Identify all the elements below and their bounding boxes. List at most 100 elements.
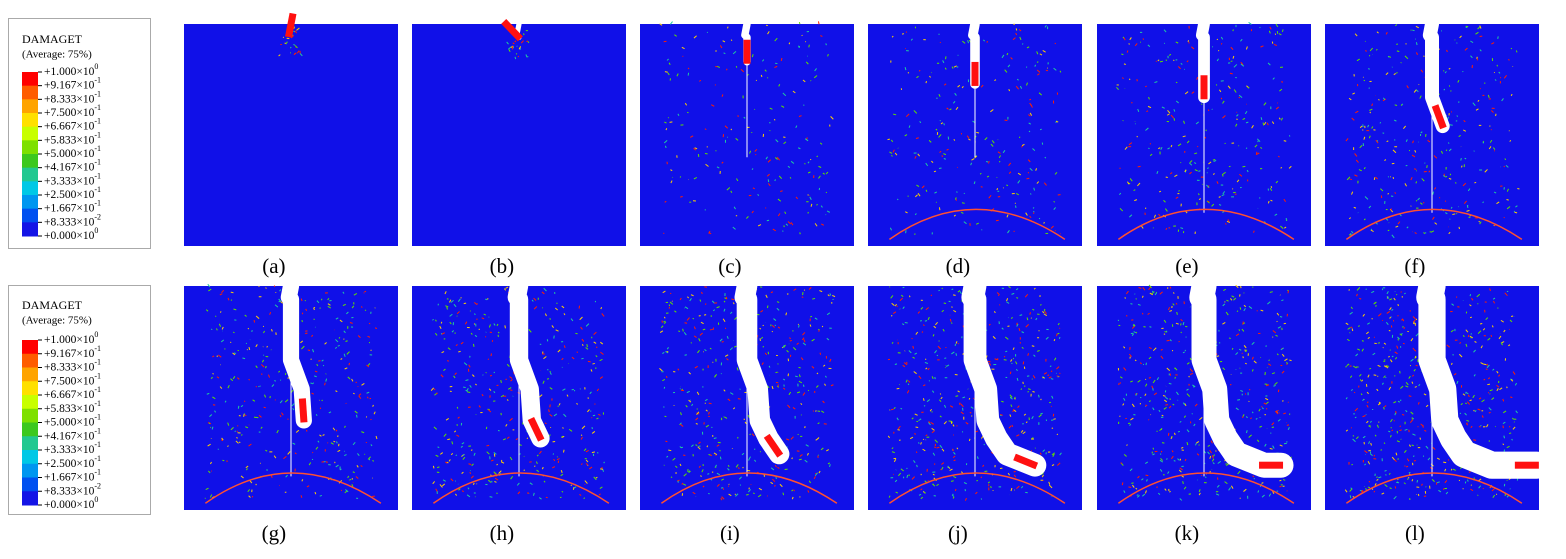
legend-label: +4.167×10-1 [44, 157, 101, 173]
damage-speck [293, 26, 295, 29]
damage-speck [774, 179, 776, 182]
damage-speck [1377, 364, 1381, 368]
damage-speck [662, 290, 666, 294]
damage-speck [1194, 403, 1198, 407]
arch-crack [1117, 472, 1295, 504]
damage-speck [1238, 348, 1242, 351]
damage-speck [1036, 61, 1039, 63]
damage-speck [1374, 434, 1377, 437]
damage-speck [1367, 460, 1371, 465]
damage-speck [1421, 483, 1423, 486]
damage-speck [1142, 286, 1146, 291]
damage-speck [924, 361, 929, 364]
damage-speck [1371, 103, 1373, 107]
damage-speck [546, 378, 550, 380]
damage-speck [432, 318, 434, 321]
damage-speck [509, 376, 513, 379]
damage-speck [554, 307, 558, 311]
damage-speck [475, 383, 477, 386]
damage-speck [664, 121, 667, 124]
damage-speck [666, 58, 669, 61]
damage-speck [1488, 411, 1491, 414]
damage-speck [1280, 117, 1283, 121]
damage-speck [1163, 333, 1166, 335]
damage-speck [752, 187, 756, 190]
damage-speck [666, 350, 669, 353]
damage-speck [506, 399, 509, 401]
color-band [22, 381, 38, 396]
damage-speck [1049, 365, 1052, 368]
damage-speck [1169, 310, 1172, 312]
damage-speck [722, 40, 726, 43]
damage-speck [1053, 67, 1057, 71]
damage-speck [698, 441, 701, 444]
damage-speck [708, 402, 712, 405]
damage-speck [470, 449, 473, 451]
damage-speck [1281, 353, 1285, 357]
panel-label: (l) [1405, 521, 1425, 545]
damage-speck [327, 298, 330, 301]
damage-speck [1413, 89, 1417, 93]
damage-speck [1044, 156, 1047, 159]
damage-speck [1349, 311, 1353, 315]
damage-speck [819, 352, 822, 355]
damage-speck [949, 318, 952, 322]
damage-speck [230, 291, 234, 294]
damage-speck [1196, 441, 1200, 444]
damage-speck [1469, 294, 1472, 297]
damage-speck [955, 341, 958, 344]
damage-speck [702, 485, 705, 488]
damage-speck [1448, 67, 1451, 70]
damage-speck [717, 65, 720, 68]
damage-speck [1244, 362, 1247, 365]
damage-speck [1191, 46, 1195, 50]
damage-speck [1015, 288, 1019, 291]
damage-speck [1458, 134, 1461, 138]
damage-speck [719, 45, 723, 49]
damage-speck [754, 148, 758, 152]
damage-speck [1470, 40, 1474, 44]
damage-speck [723, 52, 726, 55]
damage-speck [358, 395, 362, 399]
damage-speck [665, 350, 669, 354]
damage-speck [463, 362, 468, 366]
damage-speck [1387, 193, 1390, 195]
damage-speck [1019, 85, 1023, 89]
damage-speck [793, 489, 795, 492]
damage-speck [1129, 424, 1132, 426]
damage-speck [1376, 424, 1379, 428]
damage-speck [315, 414, 318, 416]
damage-speck [719, 456, 722, 460]
damage-speck [1480, 362, 1484, 365]
damage-speck [1409, 444, 1411, 447]
damage-speck [1273, 384, 1276, 387]
damage-speck [1400, 291, 1402, 293]
damage-speck [1213, 159, 1217, 162]
damage-speck [1022, 361, 1025, 365]
damage-speck [1410, 358, 1414, 362]
damage-speck [1175, 100, 1179, 104]
damage-speck [316, 300, 320, 304]
damage-speck [603, 461, 605, 464]
damage-speck [1433, 155, 1438, 159]
damage-speck [766, 173, 770, 177]
label-mantissa: +8.333×10 [44, 216, 95, 228]
damage-speck [1243, 307, 1246, 312]
damage-speck [1450, 329, 1454, 333]
damage-speck [470, 332, 473, 335]
damage-speck [994, 358, 998, 361]
label-exponent: 0 [94, 226, 98, 235]
damage-speck [1265, 407, 1268, 410]
damage-speck [765, 294, 768, 298]
damage-speck [911, 476, 915, 480]
damage-speck [936, 483, 939, 487]
damage-speck [1180, 331, 1182, 334]
damage-speck [1480, 345, 1483, 349]
damage-speck [488, 388, 492, 391]
damage-speck [570, 484, 573, 487]
damage-speck [508, 49, 511, 53]
damage-speck [535, 461, 538, 464]
damage-speck [1016, 78, 1019, 81]
damage-speck [1410, 338, 1414, 342]
damage-speck [1211, 108, 1213, 110]
